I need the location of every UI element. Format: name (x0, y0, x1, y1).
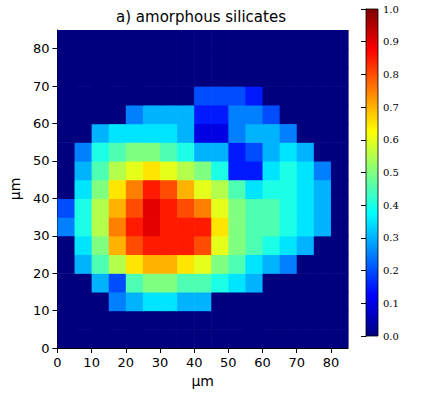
svg-text:0.4: 0.4 (383, 200, 399, 211)
svg-text:0.9: 0.9 (383, 36, 399, 47)
svg-text:0.8: 0.8 (383, 69, 399, 80)
svg-text:30: 30 (33, 228, 50, 243)
svg-text:50: 50 (220, 355, 237, 370)
svg-text:60: 60 (33, 116, 50, 131)
svg-text:30: 30 (152, 355, 169, 370)
svg-text:20: 20 (118, 355, 135, 370)
svg-text:10: 10 (33, 303, 50, 318)
svg-text:0.5: 0.5 (383, 167, 399, 178)
svg-text:µm: µm (191, 373, 214, 389)
svg-text:1.0: 1.0 (383, 4, 399, 15)
svg-text:20: 20 (33, 266, 50, 281)
svg-text:70: 70 (288, 355, 305, 370)
svg-text:0.6: 0.6 (383, 134, 399, 145)
svg-text:µm: µm (7, 178, 23, 201)
svg-text:0.3: 0.3 (383, 232, 399, 243)
svg-text:10: 10 (83, 355, 100, 370)
svg-text:0.0: 0.0 (383, 331, 399, 342)
svg-text:0.2: 0.2 (383, 265, 399, 276)
svg-text:60: 60 (254, 355, 271, 370)
svg-text:70: 70 (33, 79, 50, 94)
svg-text:0.7: 0.7 (383, 102, 399, 113)
svg-text:a) amorphous silicates: a) amorphous silicates (116, 8, 286, 26)
svg-text:0: 0 (53, 355, 61, 370)
svg-text:80: 80 (323, 355, 340, 370)
svg-text:0: 0 (41, 341, 49, 356)
svg-text:40: 40 (186, 355, 203, 370)
svg-text:0.1: 0.1 (383, 298, 399, 309)
svg-text:80: 80 (33, 41, 50, 56)
svg-text:40: 40 (33, 191, 50, 206)
svg-text:50: 50 (33, 153, 50, 168)
